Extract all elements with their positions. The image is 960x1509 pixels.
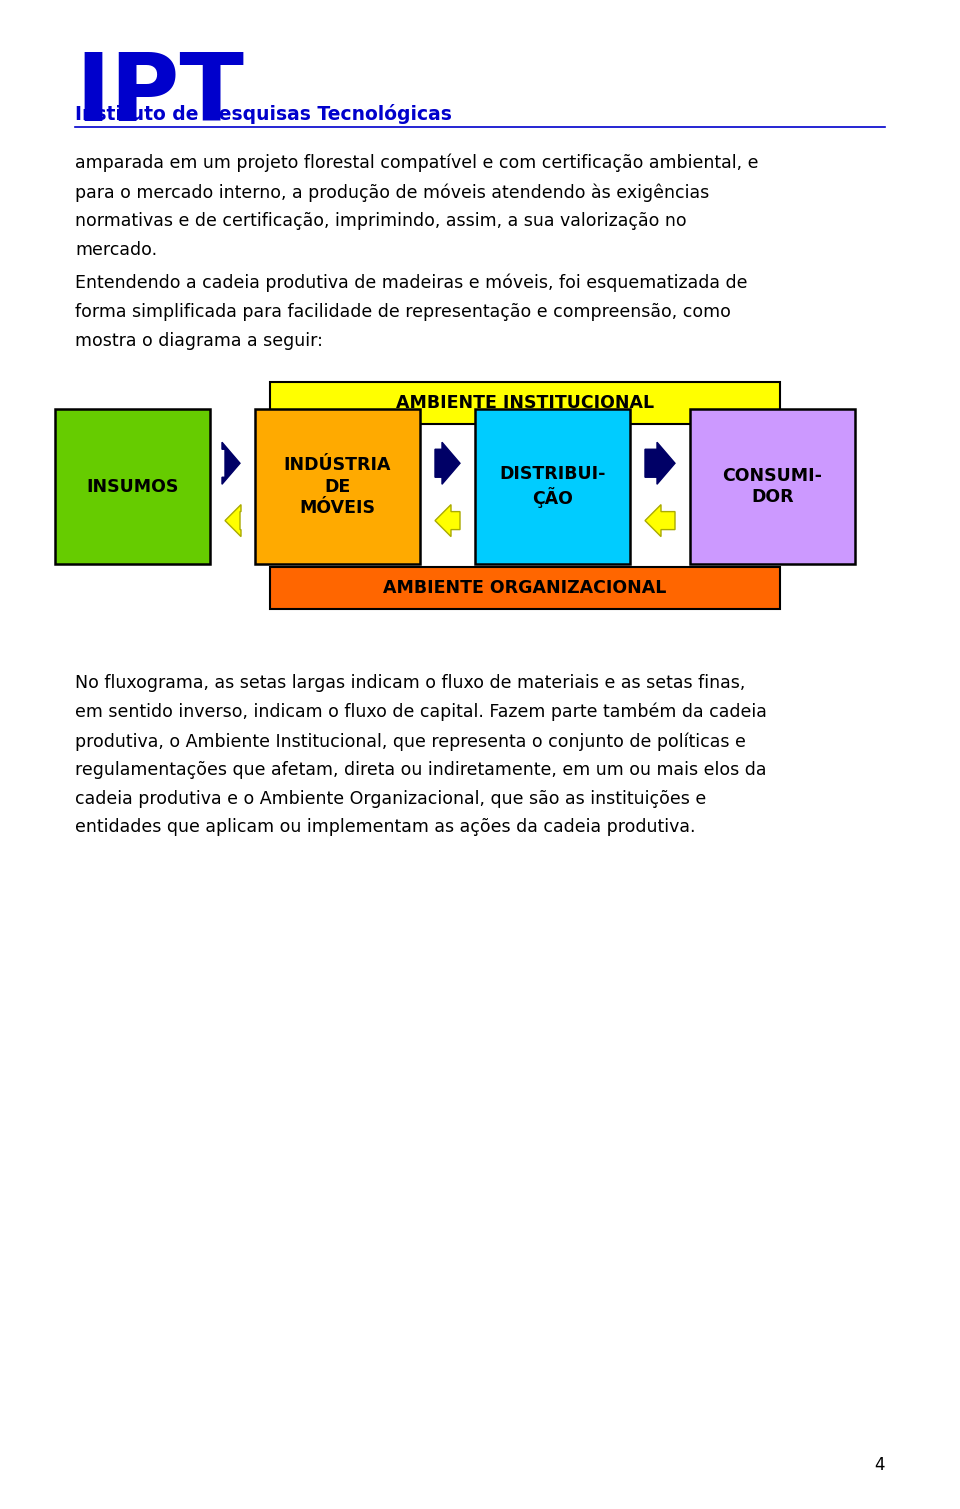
FancyArrow shape <box>222 442 240 484</box>
Text: Entendendo a cadeia produtiva de madeiras e móveis, foi esquematizada de
forma s: Entendendo a cadeia produtiva de madeira… <box>75 275 748 350</box>
Text: AMBIENTE INSTITUCIONAL: AMBIENTE INSTITUCIONAL <box>396 394 654 412</box>
FancyBboxPatch shape <box>270 567 780 610</box>
FancyArrow shape <box>645 442 675 484</box>
FancyBboxPatch shape <box>690 409 855 564</box>
Text: Instituto de Pesquisas Tecnológicas: Instituto de Pesquisas Tecnológicas <box>75 104 452 124</box>
Text: IPT: IPT <box>75 48 244 140</box>
FancyBboxPatch shape <box>255 409 420 564</box>
Text: CONSUMI-
DOR: CONSUMI- DOR <box>723 466 823 506</box>
Text: INDÚSTRIA
DE
MÓVEIS: INDÚSTRIA DE MÓVEIS <box>284 456 392 518</box>
Text: No fluxograma, as setas largas indicam o fluxo de materiais e as setas finas,
em: No fluxograma, as setas largas indicam o… <box>75 675 767 836</box>
FancyArrow shape <box>645 504 675 537</box>
FancyArrow shape <box>435 504 460 537</box>
Text: 4: 4 <box>875 1456 885 1474</box>
FancyArrow shape <box>225 504 241 537</box>
FancyBboxPatch shape <box>270 382 780 424</box>
Text: INSUMOS: INSUMOS <box>86 477 179 495</box>
FancyArrow shape <box>435 442 460 484</box>
FancyBboxPatch shape <box>475 409 630 564</box>
FancyBboxPatch shape <box>55 409 210 564</box>
Text: DISTRIBUI-
ÇÃO: DISTRIBUI- ÇÃO <box>499 465 606 509</box>
Text: AMBIENTE ORGANIZACIONAL: AMBIENTE ORGANIZACIONAL <box>383 579 666 598</box>
Text: amparada em um projeto florestal compatível e com certificação ambiental, e
para: amparada em um projeto florestal compatí… <box>75 154 758 260</box>
